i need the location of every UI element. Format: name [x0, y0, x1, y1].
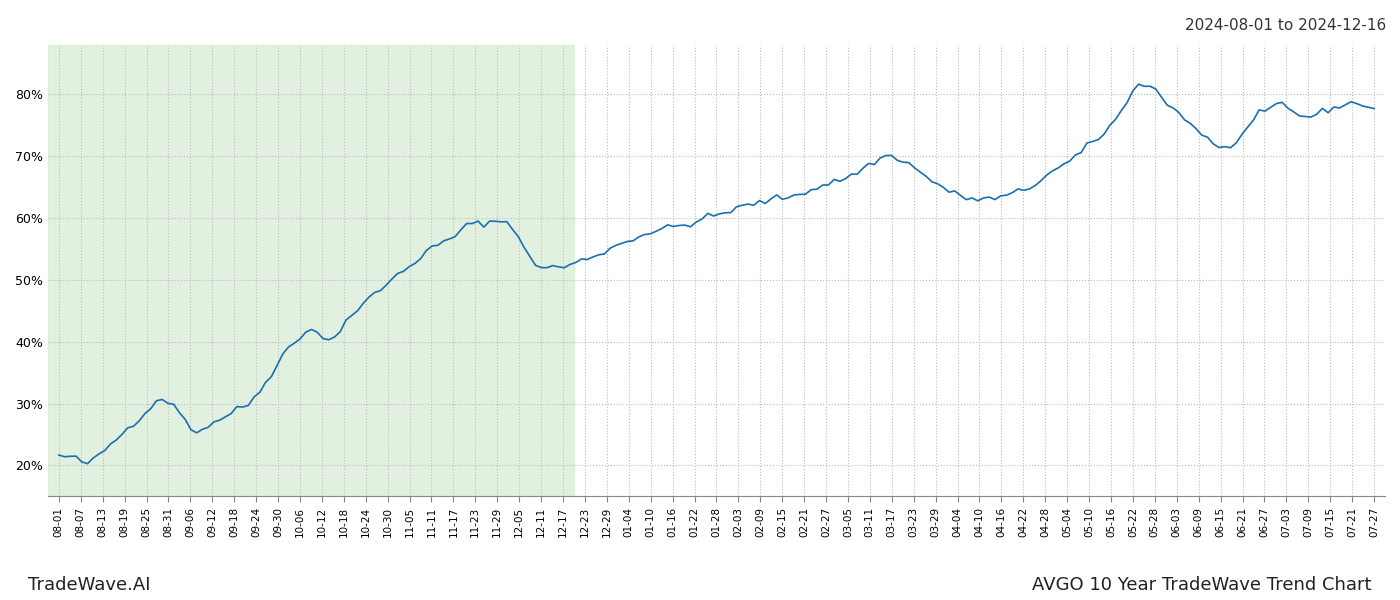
Text: 2024-08-01 to 2024-12-16: 2024-08-01 to 2024-12-16 — [1184, 18, 1386, 33]
Text: AVGO 10 Year TradeWave Trend Chart: AVGO 10 Year TradeWave Trend Chart — [1033, 576, 1372, 594]
Bar — [48, 45, 574, 496]
Text: TradeWave.AI: TradeWave.AI — [28, 576, 151, 594]
